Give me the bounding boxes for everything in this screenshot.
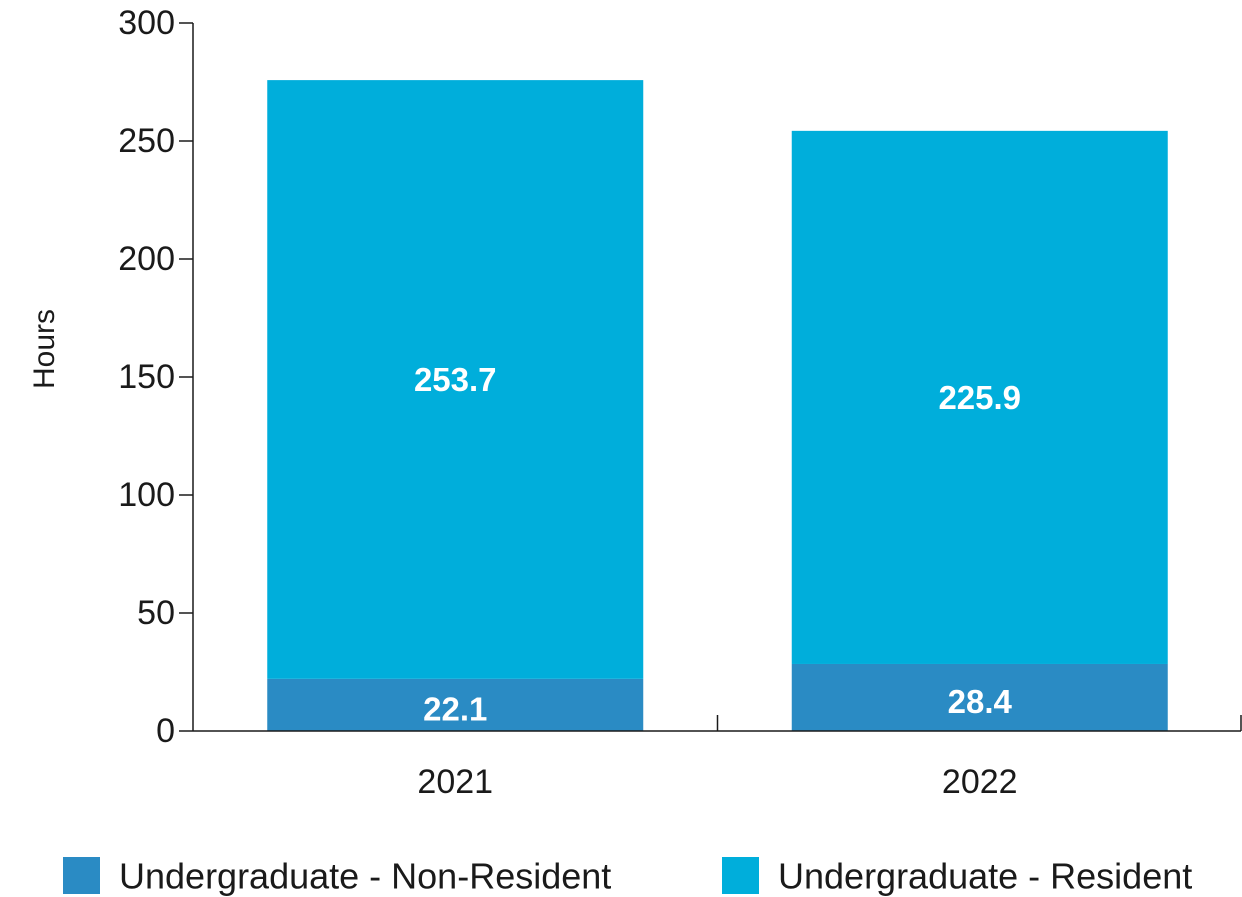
data-label: 28.4 — [948, 683, 1013, 720]
x-axis: 2021 2022 — [193, 715, 1242, 801]
bar-segment-2021-1 — [267, 80, 644, 679]
y-tick-label: 0 — [156, 712, 175, 750]
data-label: 225.9 — [938, 379, 1021, 416]
data-label: 253.7 — [414, 361, 497, 398]
data-label: 22.1 — [423, 690, 487, 727]
legend-swatch — [63, 857, 100, 894]
bar-segment-2021-0 — [267, 678, 644, 731]
y-tick-label: 300 — [118, 4, 175, 42]
y-tick-label: 250 — [118, 122, 175, 160]
y-tick-label: 200 — [118, 240, 175, 278]
bar-segment-2022-0 — [791, 663, 1168, 731]
y-axis-title: Hours — [28, 309, 61, 389]
y-tick-label: 150 — [118, 358, 175, 396]
legend-label: Undergraduate - Non-Resident — [119, 856, 611, 897]
x-tick-label: 2022 — [942, 763, 1018, 801]
bars: 22.1 253.7 28.4 225.9 — [267, 80, 1168, 731]
y-tick-label: 100 — [118, 476, 175, 514]
legend-swatch — [722, 857, 759, 894]
legend-label: Undergraduate - Resident — [778, 856, 1192, 897]
y-tick-label: 50 — [137, 594, 175, 632]
legend: Undergraduate - Non-Resident Undergraduat… — [63, 856, 1192, 897]
bar-segment-2022-1 — [791, 130, 1168, 664]
y-axis: 0 50 100 150 200 250 300 — [118, 4, 194, 750]
x-tick-label: 2021 — [417, 763, 493, 801]
